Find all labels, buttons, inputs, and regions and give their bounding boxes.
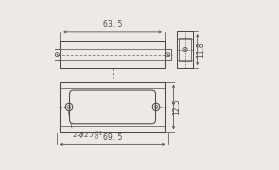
Bar bbox=[54, 49, 60, 60]
Text: 69. 5: 69. 5 bbox=[103, 133, 122, 142]
Circle shape bbox=[57, 54, 58, 55]
Bar bbox=[177, 31, 193, 68]
Text: 12.5: 12.5 bbox=[172, 99, 181, 115]
Bar bbox=[60, 41, 165, 68]
Text: 2-$\phi$2.7$^{0.1}_{0}$: 2-$\phi$2.7$^{0.1}_{0}$ bbox=[72, 130, 104, 143]
Bar bbox=[165, 49, 171, 60]
Circle shape bbox=[184, 49, 186, 50]
Text: 11.8: 11.8 bbox=[196, 41, 205, 58]
FancyBboxPatch shape bbox=[69, 90, 155, 124]
Text: 63. 5: 63. 5 bbox=[103, 20, 122, 29]
Bar bbox=[60, 82, 165, 132]
Bar bbox=[179, 38, 191, 62]
Circle shape bbox=[167, 54, 169, 55]
